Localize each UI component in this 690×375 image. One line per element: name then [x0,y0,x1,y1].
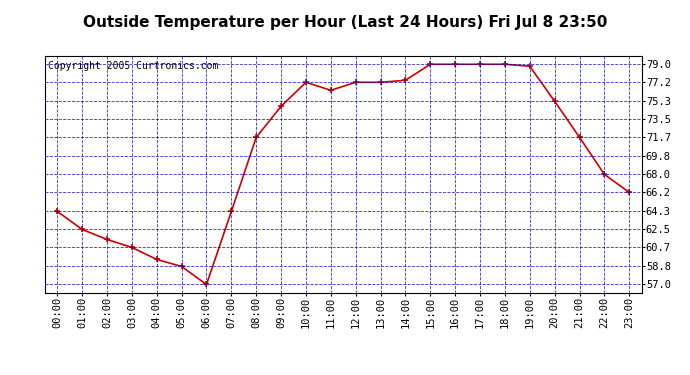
Text: Outside Temperature per Hour (Last 24 Hours) Fri Jul 8 23:50: Outside Temperature per Hour (Last 24 Ho… [83,15,607,30]
Text: Copyright 2005 Curtronics.com: Copyright 2005 Curtronics.com [48,61,218,71]
